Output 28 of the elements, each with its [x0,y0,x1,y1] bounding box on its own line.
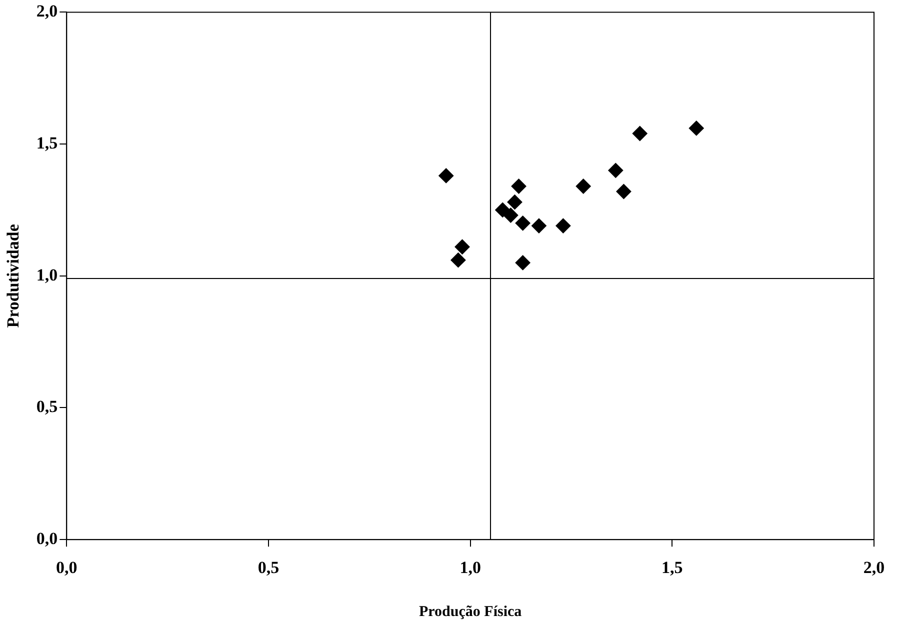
point [515,216,530,231]
y-axis-title: Produtividade [4,224,23,328]
point [688,120,704,136]
y-tick-label: 1,0 [36,265,58,284]
x-tick-label: 2,0 [863,558,885,578]
x-axis-title: Produção Física [419,604,522,620]
y-tick-label: 0,0 [36,528,58,548]
point [495,202,510,218]
x-tick-label: 1,5 [662,558,683,578]
point [616,184,632,200]
point [454,239,470,254]
y-tick-label: 0,5 [36,397,58,416]
x-tick-label: 0,5 [258,558,280,578]
point [576,178,591,194]
point [632,126,648,141]
point [438,168,454,184]
point [608,162,624,178]
x-tick-label: 1,0 [460,558,481,578]
y-tick-label: 1,5 [36,133,58,152]
point [515,255,530,270]
point [556,218,571,234]
point [511,178,526,194]
point [531,218,546,234]
point [450,252,466,268]
x-tick-label: 0,0 [56,558,78,578]
y-tick-label: 2,0 [36,2,58,21]
point [507,194,522,210]
point [503,208,518,223]
